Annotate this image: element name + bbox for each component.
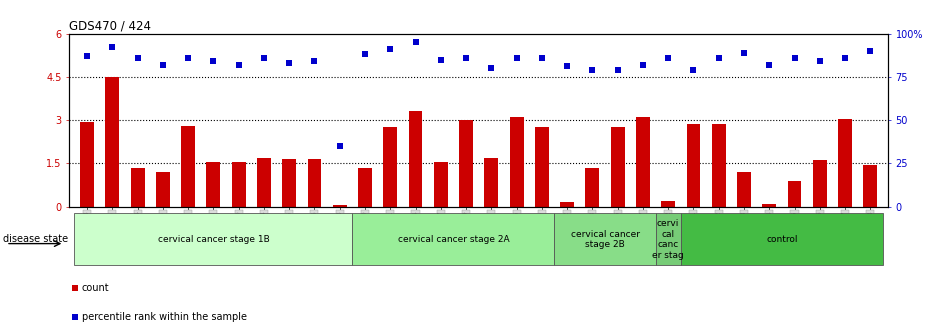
Point	[231, 62, 246, 68]
Bar	[737, 172, 751, 207]
Point	[787, 55, 802, 60]
Text: control: control	[766, 235, 797, 244]
Point	[535, 55, 549, 60]
Point	[282, 60, 297, 66]
Point	[686, 67, 701, 73]
Point	[130, 55, 145, 60]
Bar	[80, 122, 94, 207]
Point	[736, 50, 751, 55]
Bar	[358, 168, 372, 207]
Bar	[181, 126, 195, 207]
Text: cervical cancer stage 2A: cervical cancer stage 2A	[398, 235, 510, 244]
Bar	[656, 213, 681, 265]
Bar	[510, 117, 524, 207]
Point	[838, 55, 853, 60]
Point	[509, 55, 524, 60]
Bar	[307, 159, 321, 207]
Bar	[535, 127, 549, 207]
Point	[358, 52, 373, 57]
Point	[560, 64, 574, 69]
Point	[307, 58, 322, 64]
Point	[660, 55, 675, 60]
Bar	[459, 120, 473, 207]
Bar	[352, 213, 554, 265]
Text: percentile rank within the sample: percentile rank within the sample	[81, 312, 247, 322]
Bar	[282, 159, 296, 207]
Bar	[383, 127, 397, 207]
Point	[332, 143, 347, 149]
Point	[459, 55, 474, 60]
Text: cervical cancer stage 1B: cervical cancer stage 1B	[157, 235, 269, 244]
Bar	[257, 158, 271, 207]
Point	[105, 45, 119, 50]
Point	[408, 40, 423, 45]
Point	[80, 53, 94, 59]
Bar	[661, 201, 675, 207]
Bar	[610, 127, 624, 207]
Bar	[231, 162, 246, 207]
Bar	[762, 204, 776, 207]
Text: count: count	[81, 283, 109, 293]
Point	[434, 57, 449, 62]
Point	[762, 62, 777, 68]
Bar	[636, 117, 650, 207]
Bar	[787, 181, 801, 207]
Bar	[74, 213, 352, 265]
Point	[610, 67, 625, 73]
Bar	[681, 213, 883, 265]
Bar	[156, 172, 170, 207]
Bar	[409, 112, 423, 207]
Bar	[333, 205, 347, 207]
Bar	[711, 124, 726, 207]
Bar	[206, 162, 220, 207]
Text: disease state: disease state	[3, 234, 68, 244]
Bar	[554, 213, 656, 265]
Point	[256, 55, 271, 60]
Bar	[485, 158, 499, 207]
Point	[585, 67, 599, 73]
Point	[635, 62, 650, 68]
Point	[484, 66, 499, 71]
Point	[863, 48, 878, 54]
Bar	[105, 77, 119, 207]
Bar	[561, 202, 574, 207]
Bar	[686, 124, 700, 207]
Point	[383, 46, 398, 52]
Bar	[813, 161, 827, 207]
Point	[206, 58, 221, 64]
Point	[711, 55, 726, 60]
Point	[180, 55, 195, 60]
Text: cervi
cal
canc
er stag: cervi cal canc er stag	[652, 219, 684, 259]
Bar	[838, 119, 852, 207]
Bar	[130, 168, 144, 207]
Point	[812, 58, 827, 64]
Point	[390, 127, 405, 133]
Point	[155, 62, 170, 68]
Bar	[586, 168, 599, 207]
Bar	[434, 162, 448, 207]
Bar	[863, 165, 877, 207]
Text: GDS470 / 424: GDS470 / 424	[69, 19, 152, 33]
Text: cervical cancer
stage 2B: cervical cancer stage 2B	[571, 230, 639, 249]
